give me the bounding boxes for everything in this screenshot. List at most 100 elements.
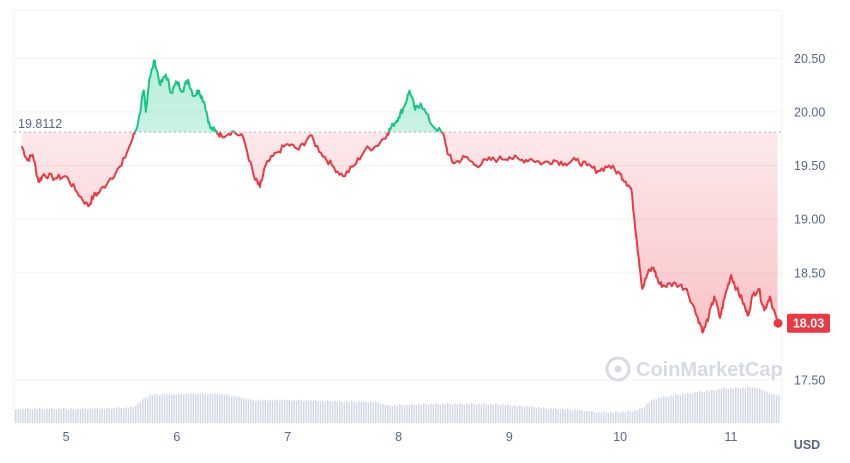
volume-bar: [624, 412, 626, 423]
volume-bar: [711, 389, 713, 423]
volume-bar: [113, 407, 115, 423]
volume-bar: [67, 409, 70, 423]
volume-bar: [43, 409, 46, 423]
volume-bar: [550, 408, 552, 423]
volume-bar: [622, 411, 624, 423]
volume-bar: [442, 403, 444, 423]
volume-bar: [108, 408, 110, 423]
volume-bar: [615, 411, 617, 423]
volume-bar: [562, 408, 564, 423]
volume-bar: [171, 395, 173, 423]
volume-bar: [70, 408, 72, 423]
volume-bar: [471, 403, 473, 423]
volume-bar: [751, 387, 754, 423]
volume-bar: [439, 404, 442, 423]
volume-bar: [761, 389, 763, 423]
volume-bar: [252, 400, 254, 423]
y-tick-label: 20.00: [794, 105, 825, 119]
volume-bar: [391, 406, 394, 423]
volume-bar: [221, 393, 223, 423]
x-tick-label: 5: [63, 430, 70, 444]
volume-bar: [521, 406, 523, 423]
volume-bar: [466, 403, 468, 423]
volume-bar: [34, 408, 36, 423]
volume-bar: [130, 406, 132, 423]
volume-bar: [735, 387, 737, 423]
y-tick-label: 17.50: [794, 374, 825, 388]
volume-bar: [454, 403, 456, 423]
volume-bar: [202, 392, 204, 423]
volume-bar: [327, 400, 329, 423]
volume-bar: [353, 401, 355, 423]
volume-bar: [99, 409, 101, 423]
volume-bar: [271, 400, 274, 423]
volume-bar: [94, 407, 96, 423]
volume-bar: [483, 403, 485, 423]
volume-bar: [574, 409, 576, 423]
volume-bar: [569, 409, 571, 423]
volume-bar: [283, 400, 286, 423]
volume-bar: [195, 394, 197, 423]
price-line-above: [133, 59, 444, 133]
volume-bar: [77, 408, 79, 423]
volume-bar: [778, 394, 780, 423]
volume-bar: [149, 394, 151, 423]
volume-bar: [723, 388, 725, 423]
volume-bar: [163, 394, 166, 423]
volume-bar: [639, 408, 641, 423]
volume-bar: [475, 404, 478, 423]
volume-bar: [727, 389, 730, 423]
coinmarketcap-watermark: CoinMarketCap: [605, 356, 783, 382]
volume-bar: [653, 399, 655, 423]
volume-bar: [418, 404, 420, 423]
volume-bar: [15, 409, 17, 423]
volume-bar: [51, 408, 53, 423]
volume-bar: [245, 398, 247, 423]
last-price-dot: [773, 318, 783, 328]
volume-bar: [581, 410, 583, 423]
volume-bar: [303, 401, 305, 423]
volume-bar: [360, 402, 362, 423]
volume-bar: [315, 400, 317, 423]
volume-bar: [730, 388, 732, 423]
volume-bar: [240, 397, 242, 423]
volume-bar: [403, 405, 406, 423]
volume-bar: [175, 394, 178, 423]
volume-bar: [401, 405, 403, 423]
volume-bar: [415, 405, 418, 423]
volume-bar: [523, 407, 526, 423]
volume-bar: [255, 401, 257, 423]
volume-bar: [759, 388, 761, 423]
volume-bar: [341, 401, 343, 423]
volume-bar: [274, 399, 276, 423]
volume-bar: [679, 395, 682, 423]
volume-bar: [540, 408, 542, 423]
volume-bar: [247, 399, 250, 423]
volume-bar: [41, 408, 43, 423]
volume-bar: [485, 404, 487, 423]
volume-bar: [310, 400, 312, 423]
volume-bar: [336, 401, 338, 423]
volume-bar: [528, 407, 530, 423]
volume-bar: [214, 393, 216, 423]
volume-bar: [343, 402, 346, 423]
volume-bar: [190, 393, 192, 423]
x-tick-label: 7: [284, 430, 291, 444]
volume-bar: [427, 404, 430, 423]
volume-bar: [365, 401, 367, 423]
volume-bar: [646, 403, 648, 423]
volume-bar: [63, 408, 65, 423]
volume-bar: [358, 401, 360, 423]
volume-bar: [223, 394, 226, 423]
volume-bar: [718, 388, 720, 423]
volume-bar: [55, 409, 58, 423]
volume-bar: [576, 410, 578, 423]
volume-bar: [660, 397, 662, 423]
x-tick-label: 8: [395, 430, 402, 444]
volume-bar: [526, 406, 528, 423]
volume-bar: [619, 413, 622, 423]
x-axis: 5 6 7 8 9 10 11: [63, 430, 738, 444]
volume-bar: [101, 408, 103, 423]
volume-bar: [192, 393, 194, 423]
volume-bar: [211, 394, 214, 423]
